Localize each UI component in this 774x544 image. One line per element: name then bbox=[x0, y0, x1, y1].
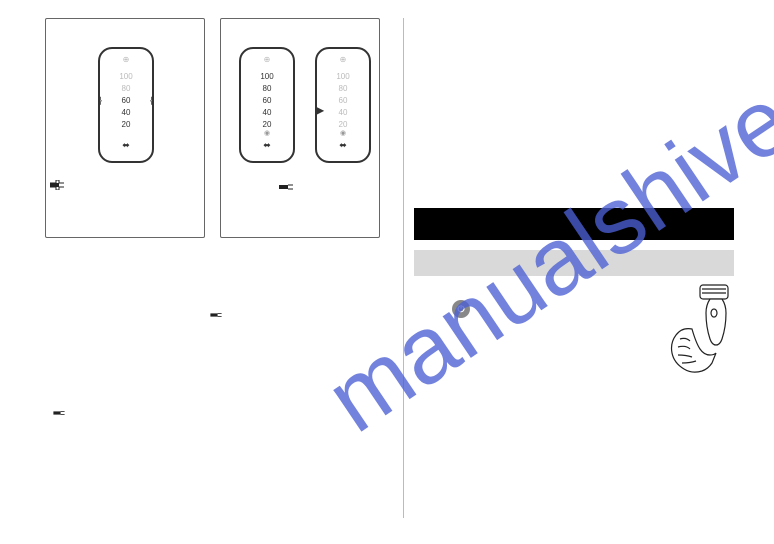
text-block-3 bbox=[45, 418, 380, 508]
lock-icon: ⊕ bbox=[264, 55, 271, 64]
text-block-1 bbox=[45, 256, 380, 296]
lv-60: 60 bbox=[249, 95, 285, 107]
lv-100: 100 bbox=[249, 71, 285, 83]
power-symbol: ⏻ bbox=[457, 304, 464, 315]
lv2-60: 60 bbox=[325, 95, 361, 107]
panel-charge-complete: ⊕ 100 80 60 40 20 ◉ ⬌ ⊕ 100 80 60 40 20 … bbox=[220, 18, 380, 238]
right-intro-text bbox=[414, 18, 734, 188]
plug-icon bbox=[279, 181, 293, 195]
plug-arrow-icon: ⬌ bbox=[263, 140, 271, 151]
black-bar-label bbox=[414, 219, 422, 228]
level-40: 40 bbox=[108, 107, 144, 119]
gray-bar-label bbox=[414, 259, 422, 266]
level-20: 20 bbox=[108, 119, 144, 131]
level-60: 60 bbox=[122, 96, 131, 105]
section-header-black bbox=[414, 208, 734, 240]
lv2-100: 100 bbox=[325, 71, 361, 83]
plug-icon bbox=[50, 179, 64, 193]
plug-icon-inline bbox=[210, 308, 222, 322]
section-subheader-gray bbox=[414, 250, 734, 276]
left-column: ⊕ 100 80 } 60 { 40 20 ⬌ ⊕ 100 bbox=[45, 18, 390, 528]
column-divider bbox=[403, 18, 404, 518]
level-100: 100 bbox=[108, 71, 144, 83]
level-80: 80 bbox=[108, 83, 144, 95]
sequence-arrow-icon: ▶ bbox=[315, 103, 324, 117]
right-body-text bbox=[414, 318, 644, 518]
clean-icon: ◉ bbox=[264, 129, 270, 137]
hand-shaver-illustration bbox=[662, 283, 734, 373]
lock-icon: ⊕ bbox=[340, 55, 347, 64]
lock-icon: ⊕ bbox=[123, 55, 130, 64]
text-block-2 bbox=[45, 328, 380, 388]
device-display-full: ⊕ 100 80 60 40 20 ◉ ⬌ bbox=[239, 47, 295, 163]
right-column: ⏻ bbox=[414, 18, 734, 528]
lv2-80: 80 bbox=[325, 83, 361, 95]
lv-80: 80 bbox=[249, 83, 285, 95]
device-display-charging: ⊕ 100 80 } 60 { 40 20 ⬌ bbox=[98, 47, 154, 163]
lv2-40: 40 bbox=[325, 107, 361, 119]
plug-arrow-icon: ⬌ bbox=[122, 140, 130, 151]
panel-during-charging: ⊕ 100 80 } 60 { 40 20 ⬌ bbox=[45, 18, 205, 238]
clean-icon: ◉ bbox=[340, 129, 346, 137]
lv-40: 40 bbox=[249, 107, 285, 119]
power-icon: ⏻ bbox=[452, 300, 470, 318]
plug-arrow-icon: ⬌ bbox=[339, 140, 347, 151]
